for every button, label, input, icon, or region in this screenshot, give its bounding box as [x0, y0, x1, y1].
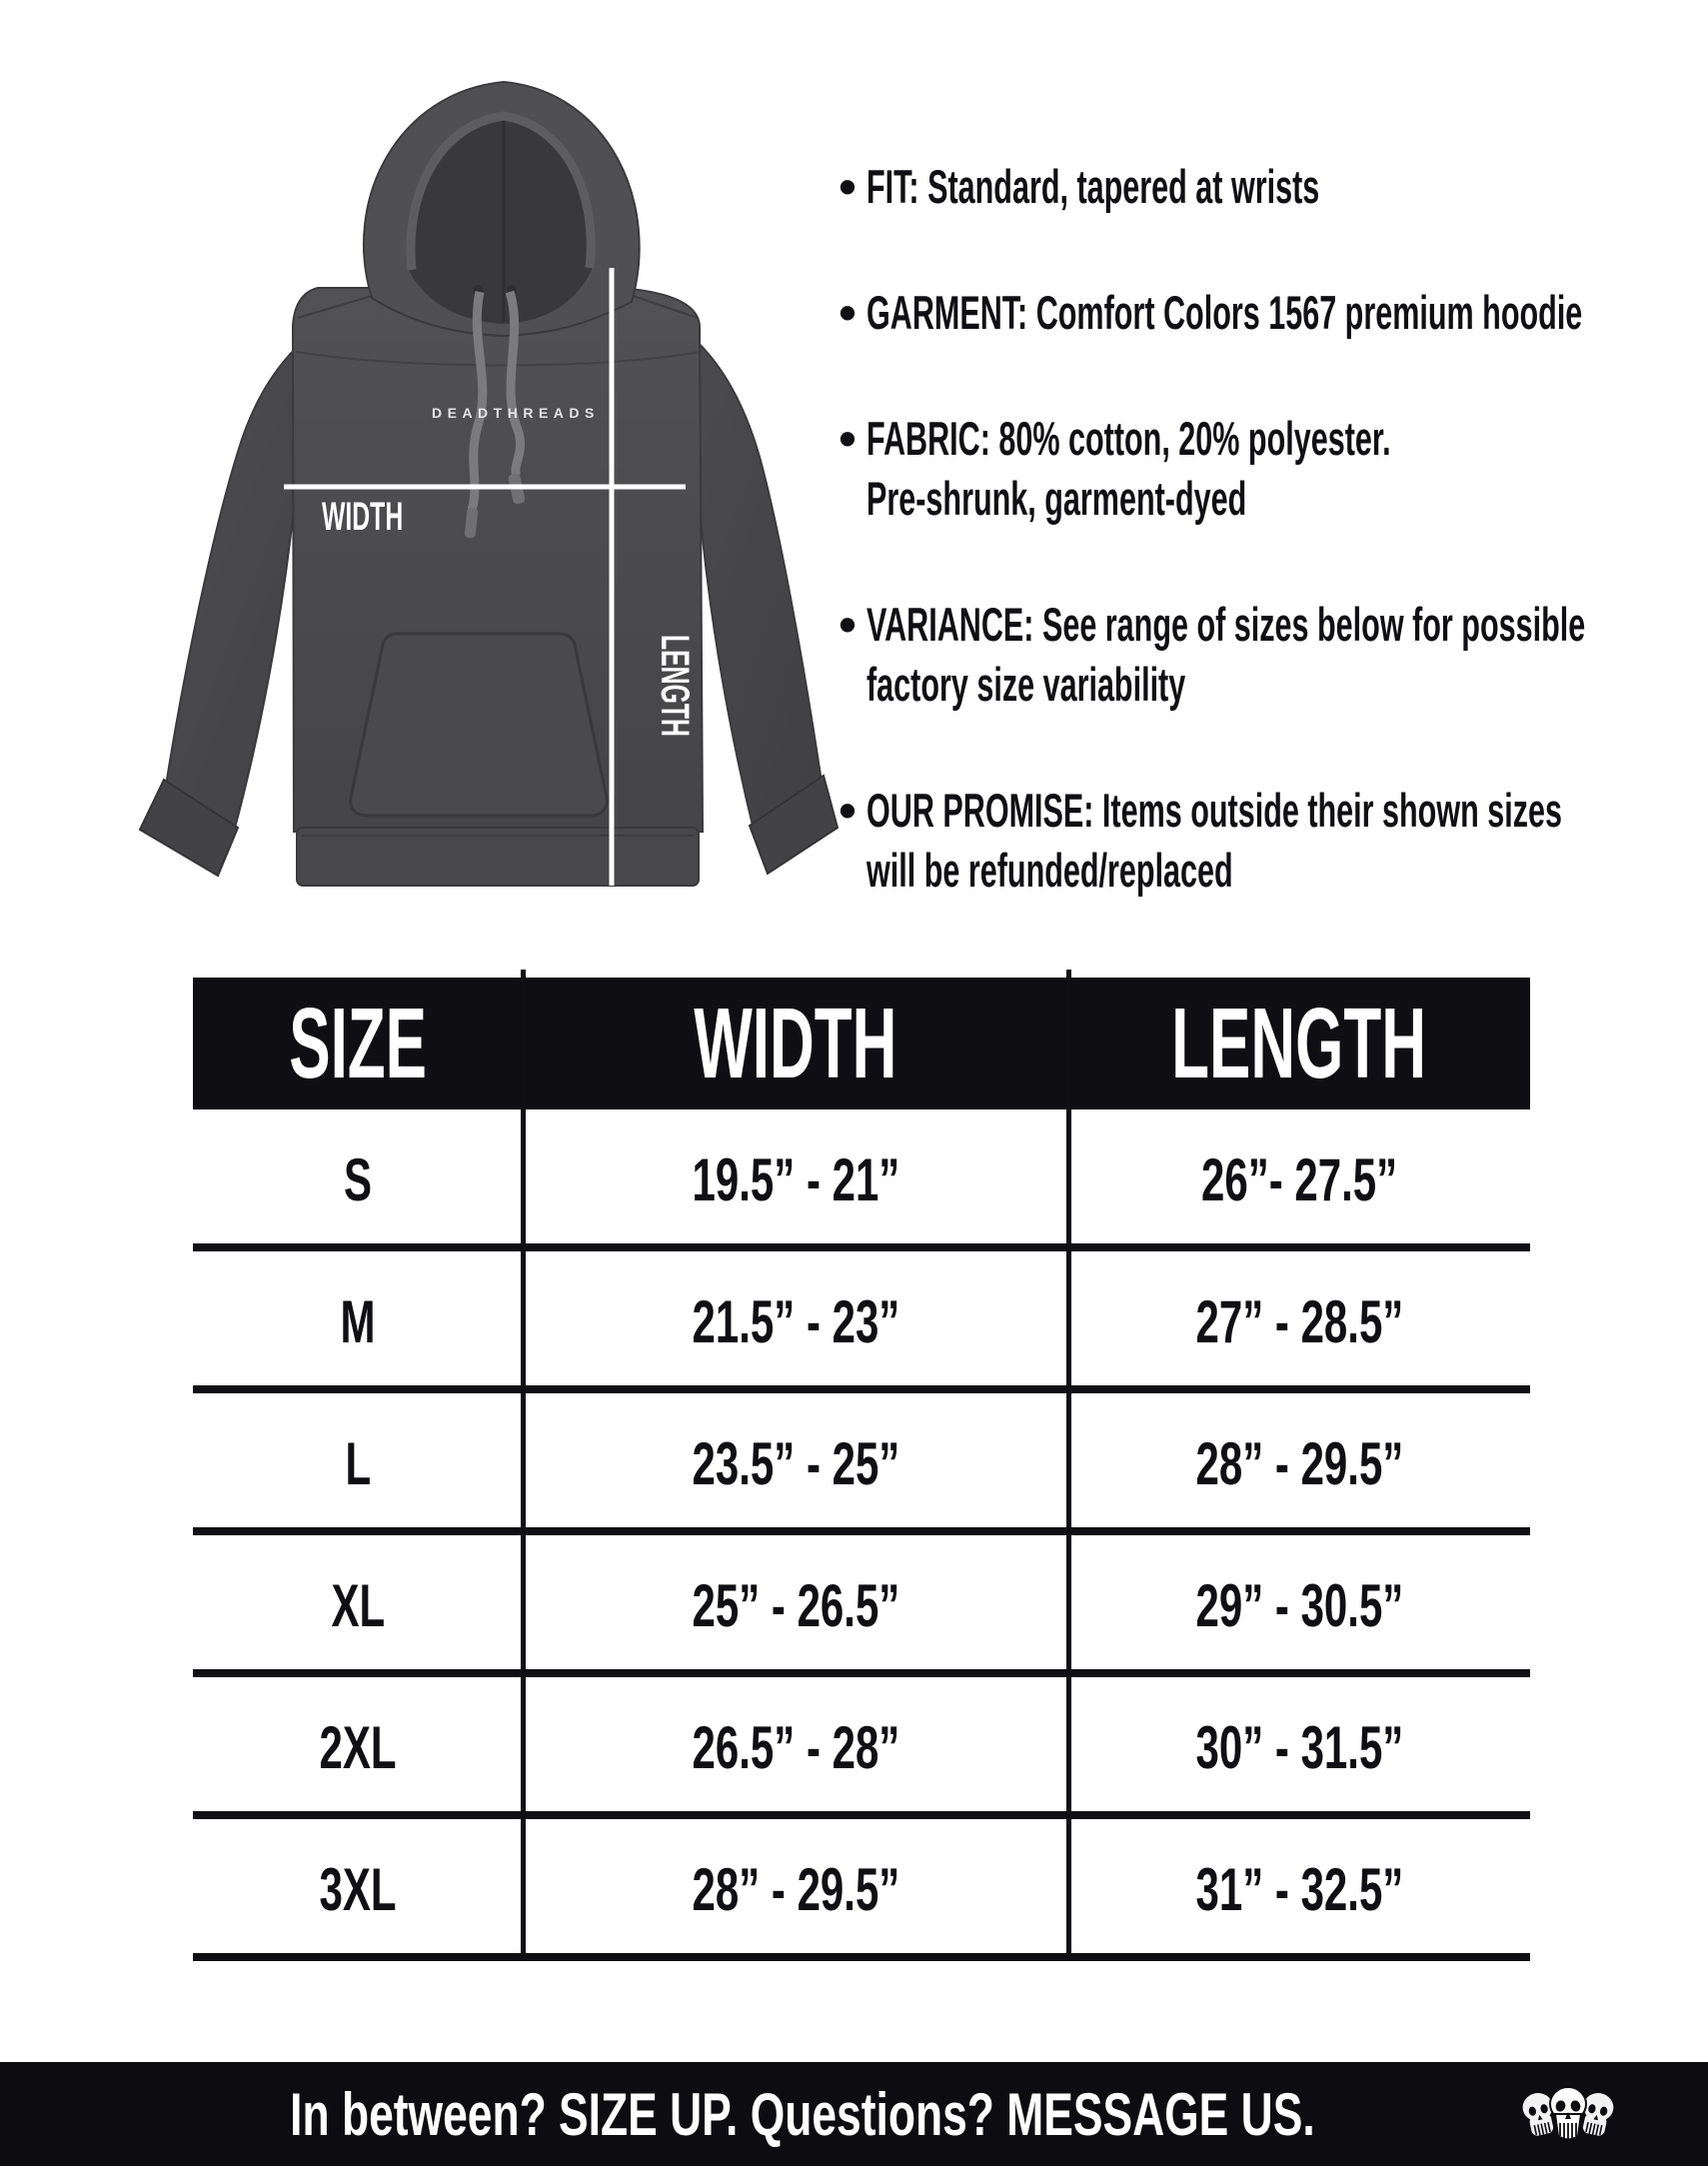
table-row: 2XL 26.5” - 28” 30” - 31.5” [193, 1677, 1530, 1819]
header-cell-width: WIDTH [523, 987, 1068, 1101]
width-cell: 25” - 26.5” [523, 1565, 1068, 1640]
length-cell: 26”- 27.5” [1068, 1139, 1530, 1214]
length-value: 26”- 27.5” [1200, 1145, 1398, 1213]
table-row: 3XL 28” - 29.5” 31” - 32.5” [193, 1819, 1530, 1961]
list-item: • FABRIC: 80% cotton, 20% polyester. Pre… [836, 409, 1708, 529]
size-chart-table: SIZE WIDTH LENGTH S 19.5” - 21” 26”- 27.… [193, 970, 1530, 1961]
hoodie-measurement-diagram: DEADTHREADS WIDTH LENGTH [80, 30, 840, 950]
header-label: SIZE [289, 987, 427, 1099]
length-cell: 31” - 32.5” [1068, 1849, 1530, 1924]
column-divider [1066, 970, 1071, 1961]
width-cell: 26.5” - 28” [523, 1707, 1068, 1782]
table-row: S 19.5” - 21” 26”- 27.5” [193, 1109, 1530, 1251]
right-shoulder-seam [632, 295, 699, 319]
detail-text-garment: GARMENT: Comfort Colors 1567 premium hoo… [866, 286, 1583, 339]
size-value: S [343, 1145, 373, 1213]
list-item: • FIT: Standard, tapered at wrists [836, 157, 1708, 217]
list-item: • OUR PROMISE: Items outside their shown… [836, 781, 1708, 901]
right-drawstring [505, 290, 526, 479]
bullet-icon: • [839, 783, 856, 839]
chest-seam [295, 351, 701, 367]
length-value: 31” - 32.5” [1195, 1855, 1403, 1923]
length-value: 27” - 28.5” [1195, 1287, 1403, 1355]
width-value: 26.5” - 28” [692, 1713, 899, 1781]
width-label: WIDTH [322, 495, 403, 539]
length-cell: 28” - 29.5” [1068, 1423, 1530, 1498]
hoodie-waistband [296, 827, 700, 887]
header-label: WIDTH [694, 987, 897, 1099]
list-item: • GARMENT: Comfort Colors 1567 premium h… [836, 283, 1708, 343]
table-row: M 21.5” - 23” 27” - 28.5” [193, 1251, 1530, 1393]
footer-message: In between? SIZE UP. Questions? MESSAGE … [289, 2080, 1315, 2148]
length-value: 28” - 29.5” [1195, 1429, 1403, 1497]
column-divider [521, 970, 526, 1961]
size-cell: 2XL [193, 1707, 523, 1782]
header-cell-size: SIZE [193, 987, 523, 1101]
size-cell: L [193, 1423, 523, 1498]
size-value: M [340, 1287, 376, 1355]
hoodie-pocket [349, 632, 609, 818]
width-value: 23.5” - 25” [692, 1429, 899, 1497]
hoodie-image: DEADTHREADS WIDTH LENGTH [138, 80, 840, 887]
hoodie-right-sleeve [632, 301, 824, 832]
hood-rim [406, 111, 596, 271]
length-value: 30” - 31.5” [1195, 1713, 1403, 1781]
detail-text-fit: FIT: Standard, tapered at wrists [866, 160, 1320, 213]
size-value: 2XL [319, 1713, 397, 1781]
width-label-group: WIDTH [322, 495, 403, 539]
length-cell: 30” - 31.5” [1068, 1707, 1530, 1782]
size-value: L [345, 1429, 371, 1497]
three-skulls-logo-icon [1522, 2086, 1614, 2141]
size-cell: XL [193, 1565, 523, 1640]
size-cell: S [193, 1139, 523, 1214]
width-value: 25” - 26.5” [692, 1571, 899, 1639]
size-value: XL [331, 1571, 385, 1639]
header-cell-length: LENGTH [1068, 987, 1530, 1101]
product-details-list: • FIT: Standard, tapered at wrists • GAR… [836, 157, 1708, 967]
length-cell: 27” - 28.5” [1068, 1281, 1530, 1356]
width-value: 28” - 29.5” [692, 1855, 899, 1923]
footer-bar: In between? SIZE UP. Questions? MESSAGE … [0, 2062, 1708, 2166]
detail-text-fabric: FABRIC: 80% cotton, 20% polyester. Pre-s… [866, 412, 1391, 525]
bullet-icon: • [839, 159, 856, 215]
table-row: XL 25” - 26.5” 29” - 30.5” [193, 1535, 1530, 1677]
size-cell: M [193, 1281, 523, 1356]
width-cell: 23.5” - 25” [523, 1423, 1068, 1498]
table-row: L 23.5” - 25” 28” - 29.5” [193, 1393, 1530, 1535]
chest-brand-text: DEADTHREADS [432, 405, 600, 421]
left-shoulder-seam [297, 295, 373, 319]
length-cell: 29” - 30.5” [1068, 1565, 1530, 1640]
detail-text-variance: VARIANCE: See range of sizes below for p… [866, 598, 1586, 711]
length-label-group: LENGTH [652, 635, 696, 737]
length-label: LENGTH [652, 635, 696, 737]
width-cell: 19.5” - 21” [523, 1139, 1068, 1214]
table-header-row: SIZE WIDTH LENGTH [193, 978, 1530, 1109]
bullet-icon: • [839, 411, 856, 467]
size-value: 3XL [319, 1855, 397, 1923]
hood-opening [408, 114, 594, 324]
list-item: • VARIANCE: See range of sizes below for… [836, 595, 1708, 715]
left-aglet [464, 507, 479, 539]
hoodie-left-cuff [138, 778, 240, 878]
header-label: LENGTH [1171, 987, 1427, 1099]
length-value: 29” - 30.5” [1195, 1571, 1403, 1639]
bullet-icon: • [839, 285, 856, 341]
detail-text-promise: OUR PROMISE: Items outside their shown s… [866, 784, 1562, 897]
hoodie-right-cuff [748, 774, 840, 876]
hoodie-left-sleeve [164, 301, 373, 834]
width-value: 19.5” - 21” [692, 1145, 899, 1213]
width-cell: 28” - 29.5” [523, 1849, 1068, 1924]
width-value: 21.5” - 23” [692, 1287, 899, 1355]
bullet-icon: • [839, 597, 856, 653]
width-cell: 21.5” - 23” [523, 1281, 1068, 1356]
size-cell: 3XL [193, 1849, 523, 1924]
